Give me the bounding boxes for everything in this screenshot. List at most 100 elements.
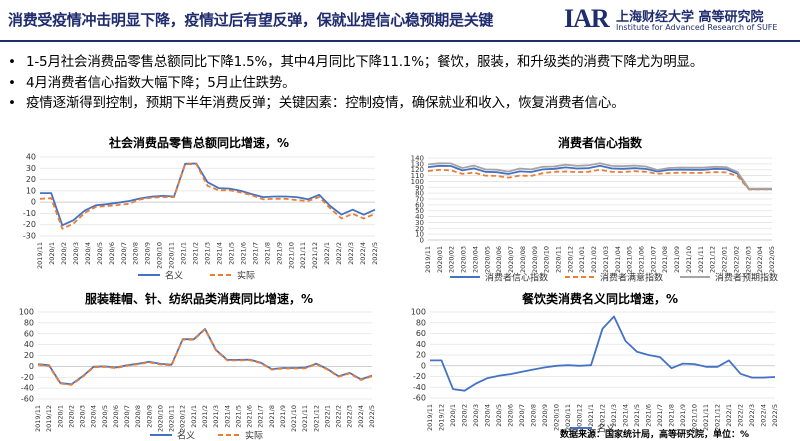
x-tick-label: 2020/10	[156, 242, 164, 269]
apparel-sales-chart: 服装鞋帽、针、纺织品类消费同比增速，% -60 -40 -20 0 20 40 60 80 10…	[0, 288, 398, 441]
y-tick-label: 0	[420, 237, 424, 245]
x-tick-label: 2021/03	[602, 246, 610, 273]
legend-label: 名义	[165, 270, 183, 282]
x-tick-label: 2022/5	[771, 404, 779, 427]
x-tick-label: 2021/1	[190, 405, 198, 428]
y-tick-label: 40	[416, 340, 426, 349]
bullet-item: • 4月消费者信心指数大幅下降；5月止住跌势。	[8, 73, 798, 94]
x-tick-label: 2022/2	[335, 405, 343, 428]
data-source-note: 数据来源：国家统计局，高等研究院，单位：%	[560, 430, 750, 440]
x-tick-label: 2020/10	[553, 404, 561, 431]
x-tick-label: 2022/04	[756, 246, 764, 273]
x-tick-label: 2021/4	[215, 242, 223, 265]
x-tick-label: 2020/05	[483, 246, 491, 273]
y-tick-label: 20	[26, 175, 36, 184]
x-tick-label: 2020/11	[168, 242, 176, 269]
y-tick-label: -20	[23, 220, 36, 229]
x-tick-label: 2019/12	[45, 405, 53, 432]
x-tick-label: 2020/8	[530, 404, 538, 427]
x-tick-label: 2022/3	[346, 405, 354, 428]
y-tick-label: 90	[415, 184, 424, 192]
x-tick-label: 2020/4	[84, 242, 92, 265]
retail-sales-chart: 社会消费品零售总额同比增速，% -30 -20 -10 0 10 20 30 40 2019/1…	[0, 128, 398, 290]
x-tick-label: 2022/02	[732, 246, 740, 273]
bullet-item: • 疫情逐渐得到控制，预期下半年消费反弹；关键因素：控制疫情，确保就业和收入，恢复…	[8, 93, 798, 114]
x-tick-label: 2021/02	[590, 246, 598, 273]
y-tick-label: 0	[31, 198, 36, 207]
y-tick-label: 60	[415, 201, 424, 209]
x-tick-label: 2021/3	[204, 242, 212, 265]
y-tick-label: -60	[21, 395, 34, 404]
y-tick-label: -20	[413, 372, 426, 381]
logo-mark: IAR	[564, 4, 610, 33]
x-tick-label: 2021/08	[661, 246, 669, 273]
chart-title: 服装鞋帽、针、纺织品类消费同比增速，%	[84, 292, 314, 306]
x-tick-label: 2021/01	[578, 246, 586, 273]
legend-label: 消费者预期指数	[715, 272, 778, 284]
x-tick-label: 2021/9	[275, 242, 283, 265]
x-tick-label: 2021/04	[614, 246, 622, 273]
y-tick-label: -60	[413, 394, 426, 403]
retail-sales-plot: -30 -20 -10 0 10 20 30 40 2019/11 2020/1 2020/2 202…	[23, 153, 379, 282]
x-tick-label: 2021/11	[301, 405, 309, 432]
series-line	[427, 168, 772, 191]
institute-logo: IAR 上海财经大学 高等研究院 Institute for Advanced …	[564, 4, 796, 36]
series-line	[39, 163, 376, 230]
x-tick-label: 2020/3	[472, 404, 480, 427]
x-tick-label: 2021/7	[257, 405, 265, 428]
x-tick-label: 2022/1	[323, 242, 331, 265]
y-tick-label: 60	[24, 329, 34, 338]
x-tick-label: 2020/3	[79, 405, 87, 428]
x-tick-label: 2021/1	[587, 404, 595, 427]
x-tick-label: 2020/4	[484, 404, 492, 427]
legend-label: 名义	[597, 423, 615, 435]
x-tick-label: 2021/7	[251, 242, 259, 265]
y-tick-label: -20	[21, 373, 34, 382]
x-tick-label: 2021/12	[709, 246, 717, 273]
x-tick-label: 2019/12	[438, 404, 446, 431]
chart-title: 社会消费品零售总额同比增速，%	[108, 136, 290, 150]
y-tick-label: 130	[411, 160, 424, 168]
bullet-dot-icon: •	[8, 95, 16, 111]
y-tick-label: 80	[416, 318, 426, 327]
x-tick-label: 2022/03	[744, 246, 752, 273]
y-tick-label: 20	[415, 225, 424, 233]
x-tick-label: 2020/1	[48, 242, 56, 265]
x-tick-label: 2021/10	[685, 246, 693, 273]
x-tick-label: 2020/7	[123, 405, 131, 428]
x-tick-label: 2021/12	[714, 404, 722, 431]
x-tick-label: 2022/2	[335, 242, 343, 265]
x-tick-label: 2021/11	[697, 246, 705, 273]
x-tick-label: 2020/11	[564, 404, 572, 431]
y-tick-label: 40	[26, 153, 36, 162]
x-tick-label: 2020/07	[507, 246, 515, 273]
x-tick-label: 2021/1	[180, 242, 188, 265]
x-tick-label: 2022/05	[768, 246, 776, 273]
x-tick-label: 2020/1	[449, 404, 457, 427]
x-tick-label: 2020/04	[471, 246, 479, 273]
x-tick-label: 2020/6	[108, 242, 116, 265]
x-tick-label: 2020/11	[554, 246, 562, 273]
x-tick-label: 2020/10	[156, 405, 164, 432]
x-tick-label: 2021/9	[279, 405, 287, 428]
x-tick-label: 2022/4	[359, 242, 367, 265]
x-tick-label: 2021/09	[673, 246, 681, 273]
series-line	[427, 164, 772, 191]
y-tick-label: 140	[411, 155, 424, 163]
x-tick-label: 2021/6	[239, 242, 247, 265]
x-tick-label: 2022/1	[323, 405, 331, 428]
bullet-text: 疫情逐渐得到控制，预期下半年消费反弹；关键因素：控制疫情，确保就业和收入，恢复消…	[26, 95, 625, 111]
y-tick-label: 10	[415, 231, 424, 239]
x-tick-label: 2020/01	[436, 246, 444, 273]
bullet-text: 1-5月社会消费品零售总额同比下降1.5%，其中4月同比下降11.1%；餐饮，服…	[26, 54, 704, 70]
x-tick-label: 2020/2	[461, 404, 469, 427]
x-tick-label: 2021/3	[212, 405, 220, 428]
x-tick-label: 2021/6	[645, 404, 653, 427]
x-tick-label: 2021/6	[246, 405, 254, 428]
slide-title: 消费受疫情冲击明显下降，疫情过后有望反弹，保就业提信心稳预期是关键	[8, 11, 494, 29]
logo-chinese-name: 上海财经大学 高等研究院	[616, 10, 764, 25]
x-tick-label: 2021/5	[234, 405, 242, 428]
x-tick-label: 2021/7	[656, 404, 664, 427]
chart-title: 消费者信心指数	[557, 136, 642, 150]
y-tick-label: 30	[26, 164, 36, 173]
